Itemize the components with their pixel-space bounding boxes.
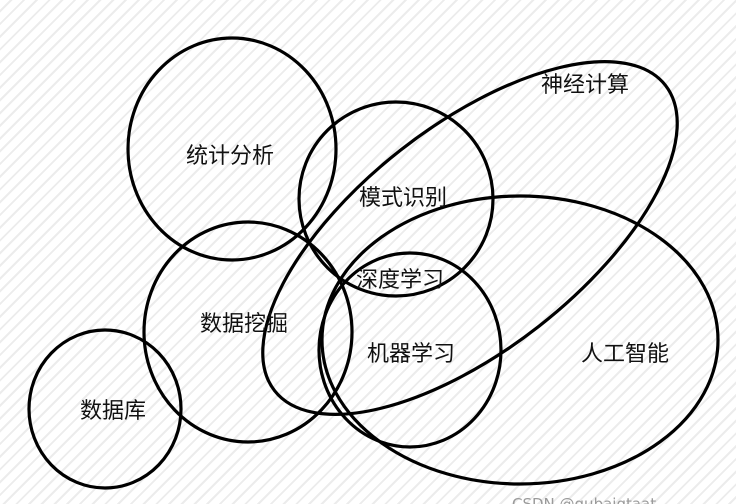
statistical-analysis-label: 统计分析 xyxy=(186,144,274,169)
statistical-analysis-circle xyxy=(126,36,338,262)
machine-learning-label: 机器学习 xyxy=(367,342,455,367)
data-mining-label: 数据挖掘 xyxy=(200,312,288,337)
pattern-recognition-label: 模式识别 xyxy=(359,186,447,211)
artificial-intelligence-label: 人工智能 xyxy=(581,342,669,367)
pattern-recognition-circle xyxy=(297,100,495,298)
deep-learning-label: 深度学习 xyxy=(356,268,444,293)
watermark: CSDN @qubaigtaat xyxy=(512,495,656,504)
database-label: 数据库 xyxy=(80,399,146,424)
artificial-intelligence-ellipse xyxy=(320,194,720,486)
data-mining-circle xyxy=(142,220,354,444)
neural-computing-ellipse xyxy=(261,60,679,416)
database-circle xyxy=(27,328,183,490)
machine-learning-circle xyxy=(317,251,503,449)
neural-computing-label: 神经计算 xyxy=(541,73,629,98)
